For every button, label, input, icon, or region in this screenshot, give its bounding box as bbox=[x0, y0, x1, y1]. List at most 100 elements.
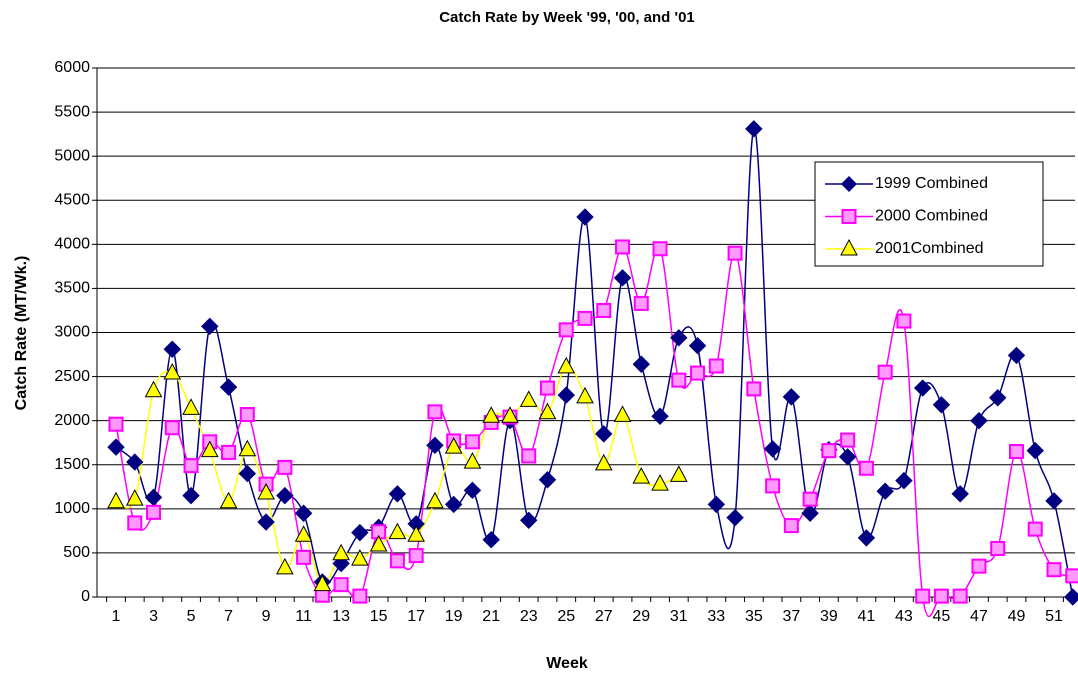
y-tick-label: 3500 bbox=[54, 280, 90, 297]
marker bbox=[952, 588, 968, 604]
marker bbox=[332, 543, 350, 561]
marker bbox=[821, 443, 837, 459]
marker bbox=[219, 378, 238, 396]
marker bbox=[464, 434, 480, 450]
marker bbox=[670, 329, 688, 347]
x-tick-label: 13 bbox=[332, 608, 350, 625]
marker bbox=[877, 364, 893, 380]
marker bbox=[463, 481, 482, 500]
marker bbox=[933, 588, 949, 604]
y-tick-label: 0 bbox=[81, 588, 90, 605]
marker bbox=[989, 389, 1007, 407]
x-tick-label: 39 bbox=[820, 608, 838, 625]
marker bbox=[444, 437, 463, 454]
x-tick-label: 29 bbox=[632, 608, 650, 625]
marker bbox=[538, 402, 557, 420]
marker bbox=[520, 511, 538, 530]
marker bbox=[239, 406, 255, 422]
x-tick-label: 41 bbox=[858, 608, 876, 625]
marker bbox=[351, 523, 369, 542]
marker bbox=[146, 504, 162, 520]
marker bbox=[595, 425, 613, 443]
marker bbox=[726, 508, 744, 527]
marker bbox=[257, 513, 275, 531]
marker bbox=[990, 541, 1006, 557]
marker bbox=[1046, 562, 1062, 578]
marker bbox=[558, 322, 574, 338]
y-tick-label: 1000 bbox=[54, 500, 90, 517]
legend-marker bbox=[840, 238, 858, 256]
series-line bbox=[115, 366, 680, 586]
marker bbox=[182, 486, 200, 505]
marker bbox=[238, 464, 257, 483]
marker bbox=[182, 398, 200, 415]
x-tick-label: 37 bbox=[782, 608, 800, 625]
marker bbox=[876, 482, 894, 500]
marker bbox=[1027, 521, 1043, 537]
marker bbox=[1007, 346, 1026, 365]
marker bbox=[482, 530, 500, 549]
marker bbox=[557, 386, 575, 404]
marker bbox=[108, 416, 124, 432]
marker bbox=[201, 317, 219, 336]
marker bbox=[971, 558, 987, 574]
marker bbox=[257, 482, 275, 500]
y-tick-label: 6000 bbox=[54, 59, 90, 76]
marker bbox=[576, 386, 594, 404]
x-tick-label: 21 bbox=[482, 608, 500, 625]
marker bbox=[444, 495, 463, 514]
marker bbox=[127, 515, 143, 531]
marker bbox=[538, 471, 557, 489]
marker bbox=[294, 504, 313, 522]
marker bbox=[970, 411, 988, 430]
x-tick-label: 45 bbox=[933, 608, 951, 625]
legend-label: 2001Combined bbox=[875, 240, 984, 257]
marker bbox=[594, 453, 613, 471]
marker bbox=[463, 452, 482, 469]
marker bbox=[1045, 492, 1063, 510]
marker bbox=[782, 388, 801, 406]
chart-title: Catch Rate by Week '99, '00, and '01 bbox=[439, 9, 695, 26]
marker bbox=[107, 491, 125, 509]
y-tick-label: 1500 bbox=[54, 456, 90, 473]
marker bbox=[838, 448, 857, 466]
marker bbox=[915, 588, 931, 604]
x-tick-label: 3 bbox=[149, 608, 158, 625]
y-tick-label: 4500 bbox=[54, 191, 90, 208]
marker bbox=[501, 406, 519, 423]
marker bbox=[426, 491, 444, 509]
marker bbox=[482, 406, 501, 423]
marker bbox=[652, 241, 668, 257]
marker bbox=[352, 588, 368, 604]
y-tick-label: 2500 bbox=[54, 368, 90, 385]
marker bbox=[163, 340, 181, 358]
marker bbox=[913, 379, 932, 397]
x-tick-label: 27 bbox=[595, 608, 613, 625]
x-axis-title: Week bbox=[546, 655, 588, 672]
marker bbox=[426, 436, 444, 455]
marker bbox=[669, 465, 688, 482]
y-tick-label: 2000 bbox=[54, 412, 90, 429]
marker bbox=[857, 529, 876, 547]
marker bbox=[745, 120, 763, 138]
marker bbox=[221, 444, 237, 460]
marker bbox=[633, 295, 649, 311]
marker bbox=[690, 365, 706, 381]
marker bbox=[1008, 444, 1024, 460]
x-tick-label: 5 bbox=[187, 608, 196, 625]
marker bbox=[389, 553, 405, 569]
marker bbox=[1064, 588, 1078, 606]
marker bbox=[407, 525, 425, 542]
marker bbox=[671, 372, 687, 388]
marker bbox=[615, 239, 631, 255]
marker bbox=[840, 432, 856, 448]
x-tick-label: 23 bbox=[520, 608, 538, 625]
marker bbox=[896, 313, 912, 329]
marker bbox=[802, 491, 818, 507]
marker bbox=[107, 438, 125, 456]
marker bbox=[351, 549, 369, 566]
x-tick-label: 9 bbox=[262, 608, 271, 625]
marker bbox=[369, 534, 388, 552]
x-tick-label: 31 bbox=[670, 608, 688, 625]
